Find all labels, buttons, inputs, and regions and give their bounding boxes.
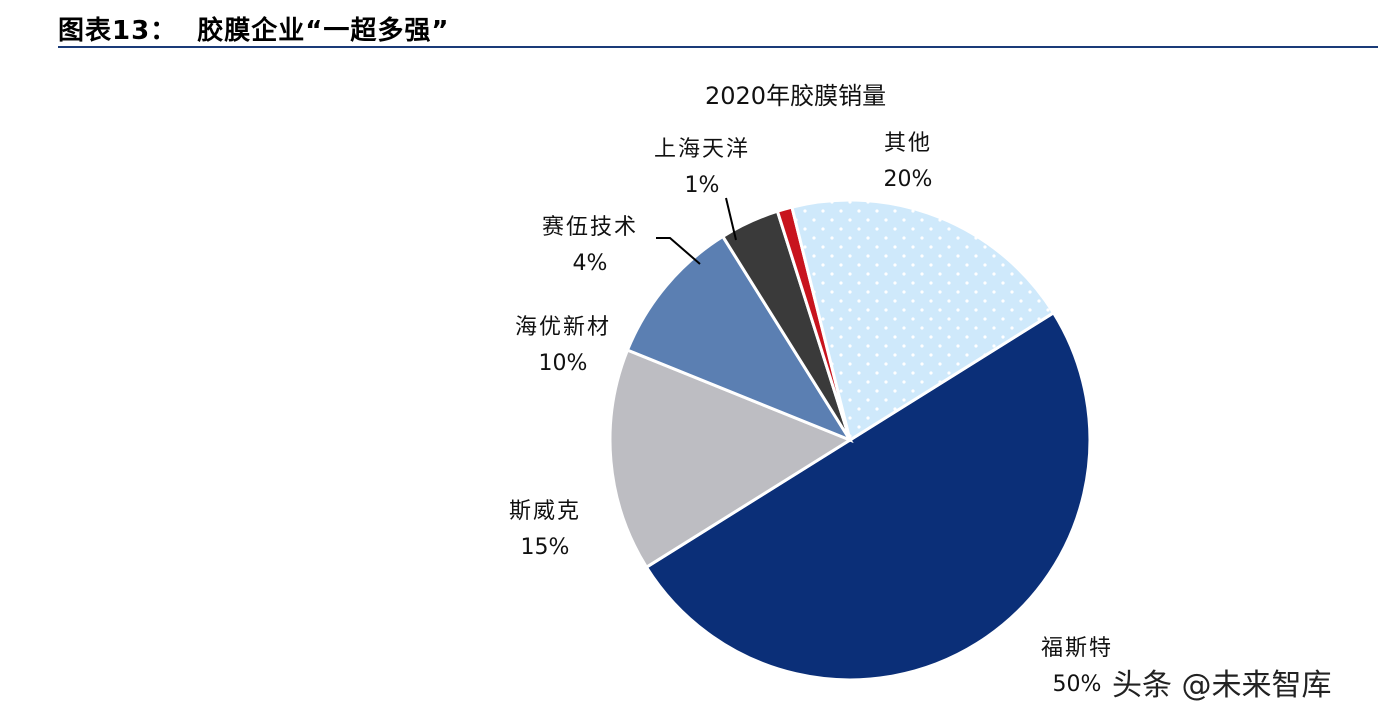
figure-header: 图表13： 胶膜企业“一超多强” [58,6,1378,48]
pie-label-value: 10% [538,351,588,376]
pie-label-name: 海优新材 [515,315,612,340]
pie-label-value: 50% [1052,672,1102,697]
pie-label-5: 其他 20% [884,126,933,198]
watermark: 头条 @未来智库 [1112,668,1332,703]
pie-label-2: 海优新材 10% [515,310,611,382]
pie-leader-line-3 [656,237,701,265]
pie-label-name: 上海天洋 [654,137,751,162]
pie-label-name: 赛伍技术 [542,215,639,240]
pie-slice-5 [790,198,1056,443]
pie-label-value: 4% [572,251,608,276]
pie-label-4: 上海天洋 1% [654,132,750,204]
pie-label-value: 15% [520,535,570,560]
figure-title: 图表13： 胶膜企业“一超多强” [58,16,450,46]
chart-title: 2020年胶膜销量 [705,82,887,110]
pie-leader-line-4 [725,197,737,241]
pie-label-name: 其他 [883,131,932,156]
pie-label-3: 赛伍技术 4% [542,210,638,282]
pie-label-value: 1% [684,173,720,198]
pie-slice-2 [625,234,854,444]
pie-label-0: 福斯特 50% [1041,631,1113,703]
pie-slice-1 [608,348,854,570]
pie-slice-0 [644,310,1092,682]
pie-label-value: 20% [883,167,933,192]
pie-label-name: 斯威克 [509,499,582,524]
pie-label-name: 福斯特 [1041,636,1114,661]
pie-label-1: 斯威克 15% [509,494,581,566]
